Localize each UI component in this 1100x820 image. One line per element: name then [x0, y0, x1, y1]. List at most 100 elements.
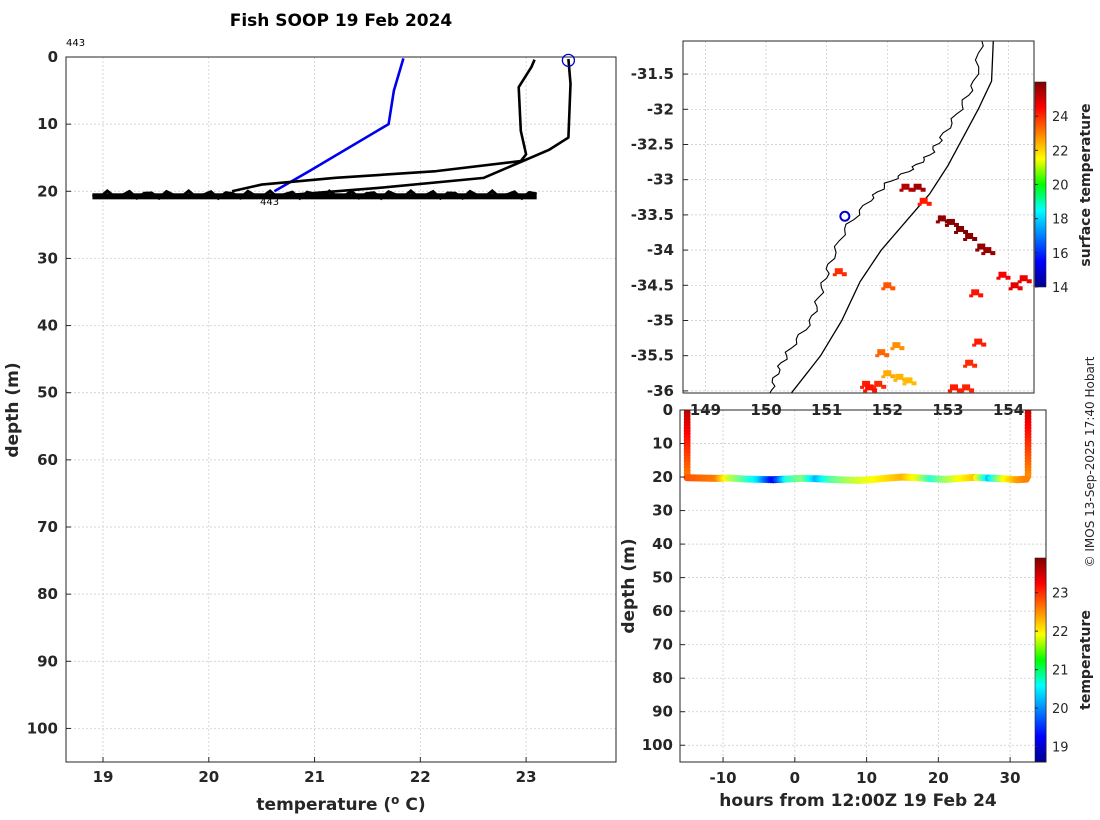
sst-colorbar-tick-label: 18: [1052, 213, 1069, 228]
sst-pixel: [860, 385, 865, 389]
sst-pixel: [963, 364, 968, 368]
sst-pixel: [954, 230, 959, 234]
sst-pixel: [1017, 280, 1022, 284]
sst-pixel: [965, 233, 974, 240]
temp-colorbar-tick-label: 19: [1052, 741, 1069, 756]
section-y-tick-label: 70: [652, 636, 673, 654]
sst-pixel: [953, 222, 959, 227]
sst-colorbar-tick-label: 20: [1052, 179, 1069, 194]
sst-pixel: [983, 247, 992, 254]
profile-axes-box: [65, 56, 617, 763]
sst-pixel: [969, 388, 975, 393]
temp-colorbar-tick-label: 22: [1052, 625, 1069, 640]
sst-pixel: [919, 197, 928, 204]
surface-marker: [561, 53, 576, 68]
sst-pixel: [972, 343, 977, 347]
y-tick-label: 90: [37, 652, 58, 670]
profile-y-label: depth (m): [3, 362, 23, 457]
sst-pixel: [890, 374, 896, 379]
sst-pixel: [883, 282, 892, 289]
vessel-position-marker: [839, 210, 851, 222]
sst-pixel: [908, 187, 914, 192]
y-tick-label: 10: [37, 115, 58, 133]
sst-pixel: [895, 373, 904, 380]
section-ticks: -10 0 10 20 30 0 10 20 30 40 50 60 70 80 90 100: [642, 401, 1021, 787]
profile-grid: [66, 56, 616, 762]
sst-pixel: [960, 389, 965, 393]
map-lat-label: -35: [647, 311, 674, 329]
map-lat-label: -33.5: [631, 206, 674, 224]
sst-pixel: [1010, 282, 1019, 289]
x-tick-label: 22: [410, 768, 431, 786]
map-lat-label: -36: [647, 382, 674, 400]
sst-colorbar-tick-label: 16: [1052, 247, 1069, 262]
sst-pixel: [963, 238, 968, 242]
section-x-tick-label: 10: [856, 769, 877, 787]
sst-pixel: [926, 201, 932, 206]
sst-colorbar-tick-label: 24: [1052, 110, 1069, 125]
section-y-tick-label: 20: [652, 468, 673, 486]
sst-pixel: [1008, 287, 1013, 291]
section-y-tick-label: 40: [652, 535, 673, 553]
y-tick-label: 40: [37, 317, 58, 335]
map-plot-area: [769, 41, 1032, 393]
profile-annotation-mid: 443: [260, 197, 279, 208]
x-tick-label: 23: [516, 768, 537, 786]
map-lat-label: -31.5: [631, 65, 674, 83]
map-lat-label: -34.5: [631, 276, 674, 294]
section-y-tick-label: 30: [652, 502, 673, 520]
sst-pixel: [832, 273, 837, 277]
sst-pixel: [899, 346, 905, 351]
section-y-tick-label: 0: [663, 401, 673, 419]
sst-pixel: [890, 286, 896, 291]
map-lat-label: -34: [647, 241, 674, 259]
section-y-tick-label: 80: [652, 669, 673, 687]
profile-x-label: temperature (o C): [256, 793, 425, 815]
sst-pixel: [913, 183, 922, 190]
sst-pixel: [962, 384, 971, 391]
sst-pixel: [899, 188, 904, 192]
sst-pixel: [872, 385, 877, 389]
section-x-tick-label: 0: [790, 769, 800, 787]
sst-pixel: [917, 202, 922, 206]
temp-colorbar-tick-label: 20: [1052, 702, 1069, 717]
section-y-tick-label: 60: [652, 602, 673, 620]
y-tick-label: 50: [37, 384, 58, 402]
sst-pixel: [902, 382, 907, 386]
sst-pixel: [972, 363, 978, 368]
section-y-label: depth (m): [619, 538, 639, 633]
sst-pixel: [881, 384, 887, 389]
sst-pixel: [975, 248, 980, 252]
map-lat-label: -33: [647, 171, 674, 189]
sst-pixel: [1026, 279, 1032, 284]
sst-pixel: [890, 347, 895, 351]
sst-pixel: [863, 389, 868, 393]
sst-pixel: [996, 276, 1001, 280]
section-x-tick-label: -10: [710, 769, 737, 787]
sst-pixel: [901, 183, 910, 190]
sst-pixel: [841, 272, 847, 277]
temp-colorbar-tick-label: 21: [1052, 664, 1069, 679]
sst-pixel: [1017, 286, 1023, 291]
y-tick-label: 100: [27, 719, 58, 737]
map-axes-box: [682, 40, 1035, 394]
sst-pixel: [911, 381, 917, 386]
sst-pixel: [865, 384, 874, 391]
profile-ticks: 19 20 21 22 23 0 10 20 30 40 50 60 70 80 90 100: [27, 48, 537, 786]
y-tick-label: 0: [48, 48, 58, 66]
sst-pixel: [893, 378, 898, 382]
section-y-tick-label: 100: [642, 736, 673, 754]
latest-profile-line: [273, 57, 405, 193]
sst-pixel: [881, 375, 886, 379]
credit-text: © IMOS 13-Sep-2025 17:40 Hobart: [1083, 356, 1097, 567]
sst-pixel: [937, 215, 946, 222]
sst-pixel: [904, 377, 913, 384]
y-tick-label: 80: [37, 585, 58, 603]
section-x-tick-label: 30: [1000, 769, 1021, 787]
section-grid: [680, 409, 1046, 762]
tow-point: [1022, 475, 1030, 483]
sst-pixel: [944, 223, 949, 227]
temperature-colorbar-ticks: 19 20 21 22 23: [1035, 587, 1069, 756]
sst-pixel: [881, 287, 886, 291]
